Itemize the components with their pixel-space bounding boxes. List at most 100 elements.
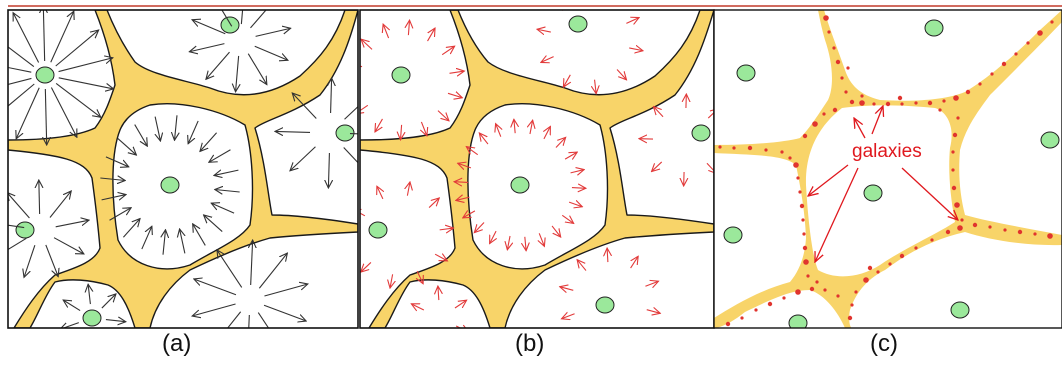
void-center <box>736 64 756 82</box>
galaxy-dot <box>1037 30 1043 36</box>
annotation-arrow <box>808 164 849 196</box>
galaxy-dot <box>859 100 865 106</box>
galaxy-dot <box>876 270 880 274</box>
galaxy-dot <box>823 288 827 292</box>
velocity-arrow <box>200 132 218 152</box>
galaxy-dot <box>796 176 800 180</box>
void-center <box>15 221 35 239</box>
galaxy-dot <box>1014 52 1018 56</box>
velocity-arrow <box>58 77 114 89</box>
void-center <box>160 176 180 194</box>
velocity-arrow <box>343 147 358 164</box>
velocity-arrow <box>45 88 46 145</box>
velocity-arrow <box>463 211 476 218</box>
velocity-arrow <box>226 311 242 328</box>
galaxy-dot <box>854 290 858 294</box>
void-center <box>1040 131 1060 149</box>
annotation-arrow <box>871 106 883 135</box>
galaxy-dot <box>1001 61 1007 67</box>
velocity-arrow <box>49 191 71 218</box>
velocity-arrows <box>8 10 358 347</box>
velocity-arrow <box>349 133 358 135</box>
velocity-arrow <box>45 244 58 277</box>
velocity-arrow <box>214 170 239 175</box>
galaxy-dot <box>990 72 994 76</box>
galaxy-dot <box>945 229 951 235</box>
velocity-arrow <box>58 58 113 73</box>
velocity-arrow <box>564 152 577 159</box>
velocity-arrow <box>514 119 515 134</box>
velocity-arrow <box>16 87 40 139</box>
galaxy-dot <box>960 218 964 222</box>
velocity-arrow <box>555 137 566 148</box>
void-center <box>35 66 55 84</box>
velocity-arrow <box>292 93 317 119</box>
void-centers <box>15 16 355 327</box>
velocity-arrow <box>211 203 235 214</box>
galaxy-dot <box>1050 20 1054 24</box>
galaxy-dot <box>1026 41 1030 45</box>
velocity-arrow <box>117 137 137 155</box>
velocity-arrow <box>427 28 436 42</box>
velocity-arrow <box>217 250 243 288</box>
velocity-arrow <box>570 170 585 173</box>
velocity-arrow <box>441 336 442 350</box>
velocity-arrow <box>652 161 663 172</box>
velocity-arrow <box>8 83 35 107</box>
velocity-arrow <box>189 43 225 52</box>
galaxy-dot <box>802 133 808 139</box>
velocity-arrow <box>254 45 288 60</box>
velocity-arrow <box>55 83 101 117</box>
velocity-arrow <box>400 124 401 140</box>
galaxy-dot <box>802 232 806 236</box>
velocity-arrow <box>474 222 485 233</box>
galaxy-dot <box>1033 232 1037 236</box>
velocity-arrow <box>250 10 267 29</box>
velocity-arrow <box>180 229 185 254</box>
velocity-arrow <box>411 304 425 310</box>
velocity-arrow <box>8 66 32 73</box>
velocity-arrow <box>646 310 661 314</box>
velocity-arrow <box>421 121 426 136</box>
velocity-arrow <box>60 322 79 328</box>
void-center <box>510 176 530 194</box>
galaxy-dot <box>846 66 850 70</box>
velocity-arrow <box>645 281 658 286</box>
velocity-arrow <box>428 198 439 208</box>
galaxy-dot <box>780 150 784 154</box>
velocity-arrow <box>50 11 74 63</box>
velocity-arrow <box>221 10 233 27</box>
velocity-arrow <box>541 57 554 63</box>
galaxy-dot <box>863 277 869 283</box>
velocity-arrow <box>383 24 388 39</box>
velocity-arrow <box>275 131 311 132</box>
void-center <box>368 221 388 239</box>
galaxy-dot <box>844 90 848 94</box>
galaxy-dot <box>793 162 799 168</box>
velocity-arrow <box>39 180 40 215</box>
velocity-arrow <box>99 330 110 347</box>
galaxy-dot <box>822 112 826 116</box>
galaxy-dot <box>809 286 815 292</box>
galaxy-dot <box>832 46 836 50</box>
velocity-arrow <box>134 124 148 147</box>
velocity-arrow <box>360 104 369 113</box>
velocity-arrow <box>413 327 426 328</box>
galaxy-dot <box>978 82 982 86</box>
void-center <box>220 16 240 34</box>
velocity-arrow <box>255 28 291 37</box>
velocity-arrow <box>63 300 81 312</box>
velocity-arrow <box>706 162 714 173</box>
galaxy-dot <box>754 308 758 312</box>
velocity-arrow <box>447 93 462 97</box>
velocity-arrow <box>577 260 587 271</box>
velocity-arrow <box>55 220 89 228</box>
galaxy-dot <box>718 145 722 149</box>
velocity-arrow <box>247 53 267 85</box>
velocity-arrow <box>530 120 533 135</box>
velocity-arrow <box>209 149 231 163</box>
panel-c: galaxies <box>713 9 1062 329</box>
galaxy-dot <box>847 315 853 321</box>
filament-network <box>360 10 714 328</box>
galaxy-dot <box>914 246 918 250</box>
